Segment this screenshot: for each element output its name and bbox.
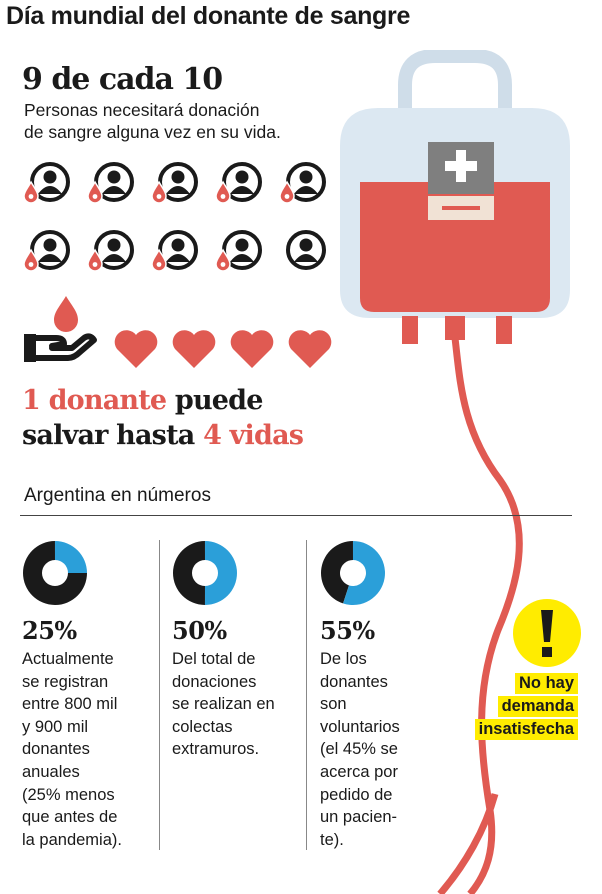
blood-drop-icon [151, 248, 167, 272]
slogan-line-1: 1 donante puede [22, 385, 263, 416]
stat-percent-2: 50% [172, 616, 227, 645]
donut-chart-25 [23, 541, 87, 605]
heart-icon [172, 330, 216, 368]
person-icon [215, 230, 262, 272]
donut-segment-rest [321, 541, 353, 604]
warning-line-1: No hay [514, 673, 578, 694]
stat-text-3: De los donantes son voluntarios (el 45% se ac… [320, 650, 400, 849]
donut-segment-highlight [343, 541, 385, 605]
person-icon [151, 230, 198, 272]
page-title: Día mundial del donante de sangre [6, 2, 411, 30]
stat-description-line-1: Personas necesitará donación [24, 100, 260, 120]
slogan-save-up-to: salvar hasta [22, 420, 204, 451]
warning-icon [513, 599, 581, 667]
stat-text-1: Actualmente se registran entre 800 mil y 90… [22, 650, 122, 849]
donut-segment-highlight [205, 541, 238, 605]
blood-drop-icon [23, 180, 39, 204]
blood-drop-icon [87, 248, 103, 272]
donut-chart-55 [321, 541, 385, 605]
stat-text-2: Del total de donaciones se realizan en cole… [172, 650, 275, 759]
donut-segment-rest [23, 541, 87, 605]
slogan-line-2: salvar hasta 4 vidas [22, 420, 304, 451]
blood-drop-icon [215, 180, 231, 204]
heart-icon [230, 330, 274, 368]
person-icon [151, 162, 198, 204]
blood-drop-icon [279, 180, 295, 204]
warning-line-3: insatisfecha [474, 719, 578, 740]
blood-bag-icon [340, 50, 570, 894]
slogan-donor-count: 1 donante [22, 385, 167, 416]
person-icon [23, 162, 70, 204]
blood-drop-icon [23, 248, 39, 272]
warning-line-2: demanda [497, 696, 578, 717]
person-icon [87, 230, 134, 272]
stat-percent-1: 25% [22, 616, 77, 645]
donut-segment-rest [172, 541, 205, 605]
hand-drop-icon [24, 296, 97, 362]
blood-drop-icon [87, 180, 103, 204]
donut-segment-highlight [55, 541, 87, 573]
heart-icon [288, 330, 332, 368]
blood-drop-icon [215, 248, 231, 272]
heart-icon [114, 330, 158, 368]
person-icon [279, 162, 326, 204]
person-icon [87, 162, 134, 204]
donut-chart-50 [172, 541, 238, 605]
person-icon [215, 162, 262, 204]
section-title: Argentina en números [24, 485, 211, 506]
blood-drop-icon [151, 180, 167, 204]
section-divider [20, 515, 572, 516]
slogan-can: puede [166, 385, 264, 416]
slogan-lives: 4 vidas [203, 420, 304, 451]
column-divider [159, 540, 160, 850]
stat-description-line-2: de sangre alguna vez en su vida. [24, 122, 281, 142]
stat-percent-3: 55% [320, 616, 375, 645]
column-divider [306, 540, 307, 850]
person-icon [286, 230, 326, 270]
person-icon [23, 230, 70, 272]
stat-headline: 9 de cada 10 [22, 62, 223, 97]
